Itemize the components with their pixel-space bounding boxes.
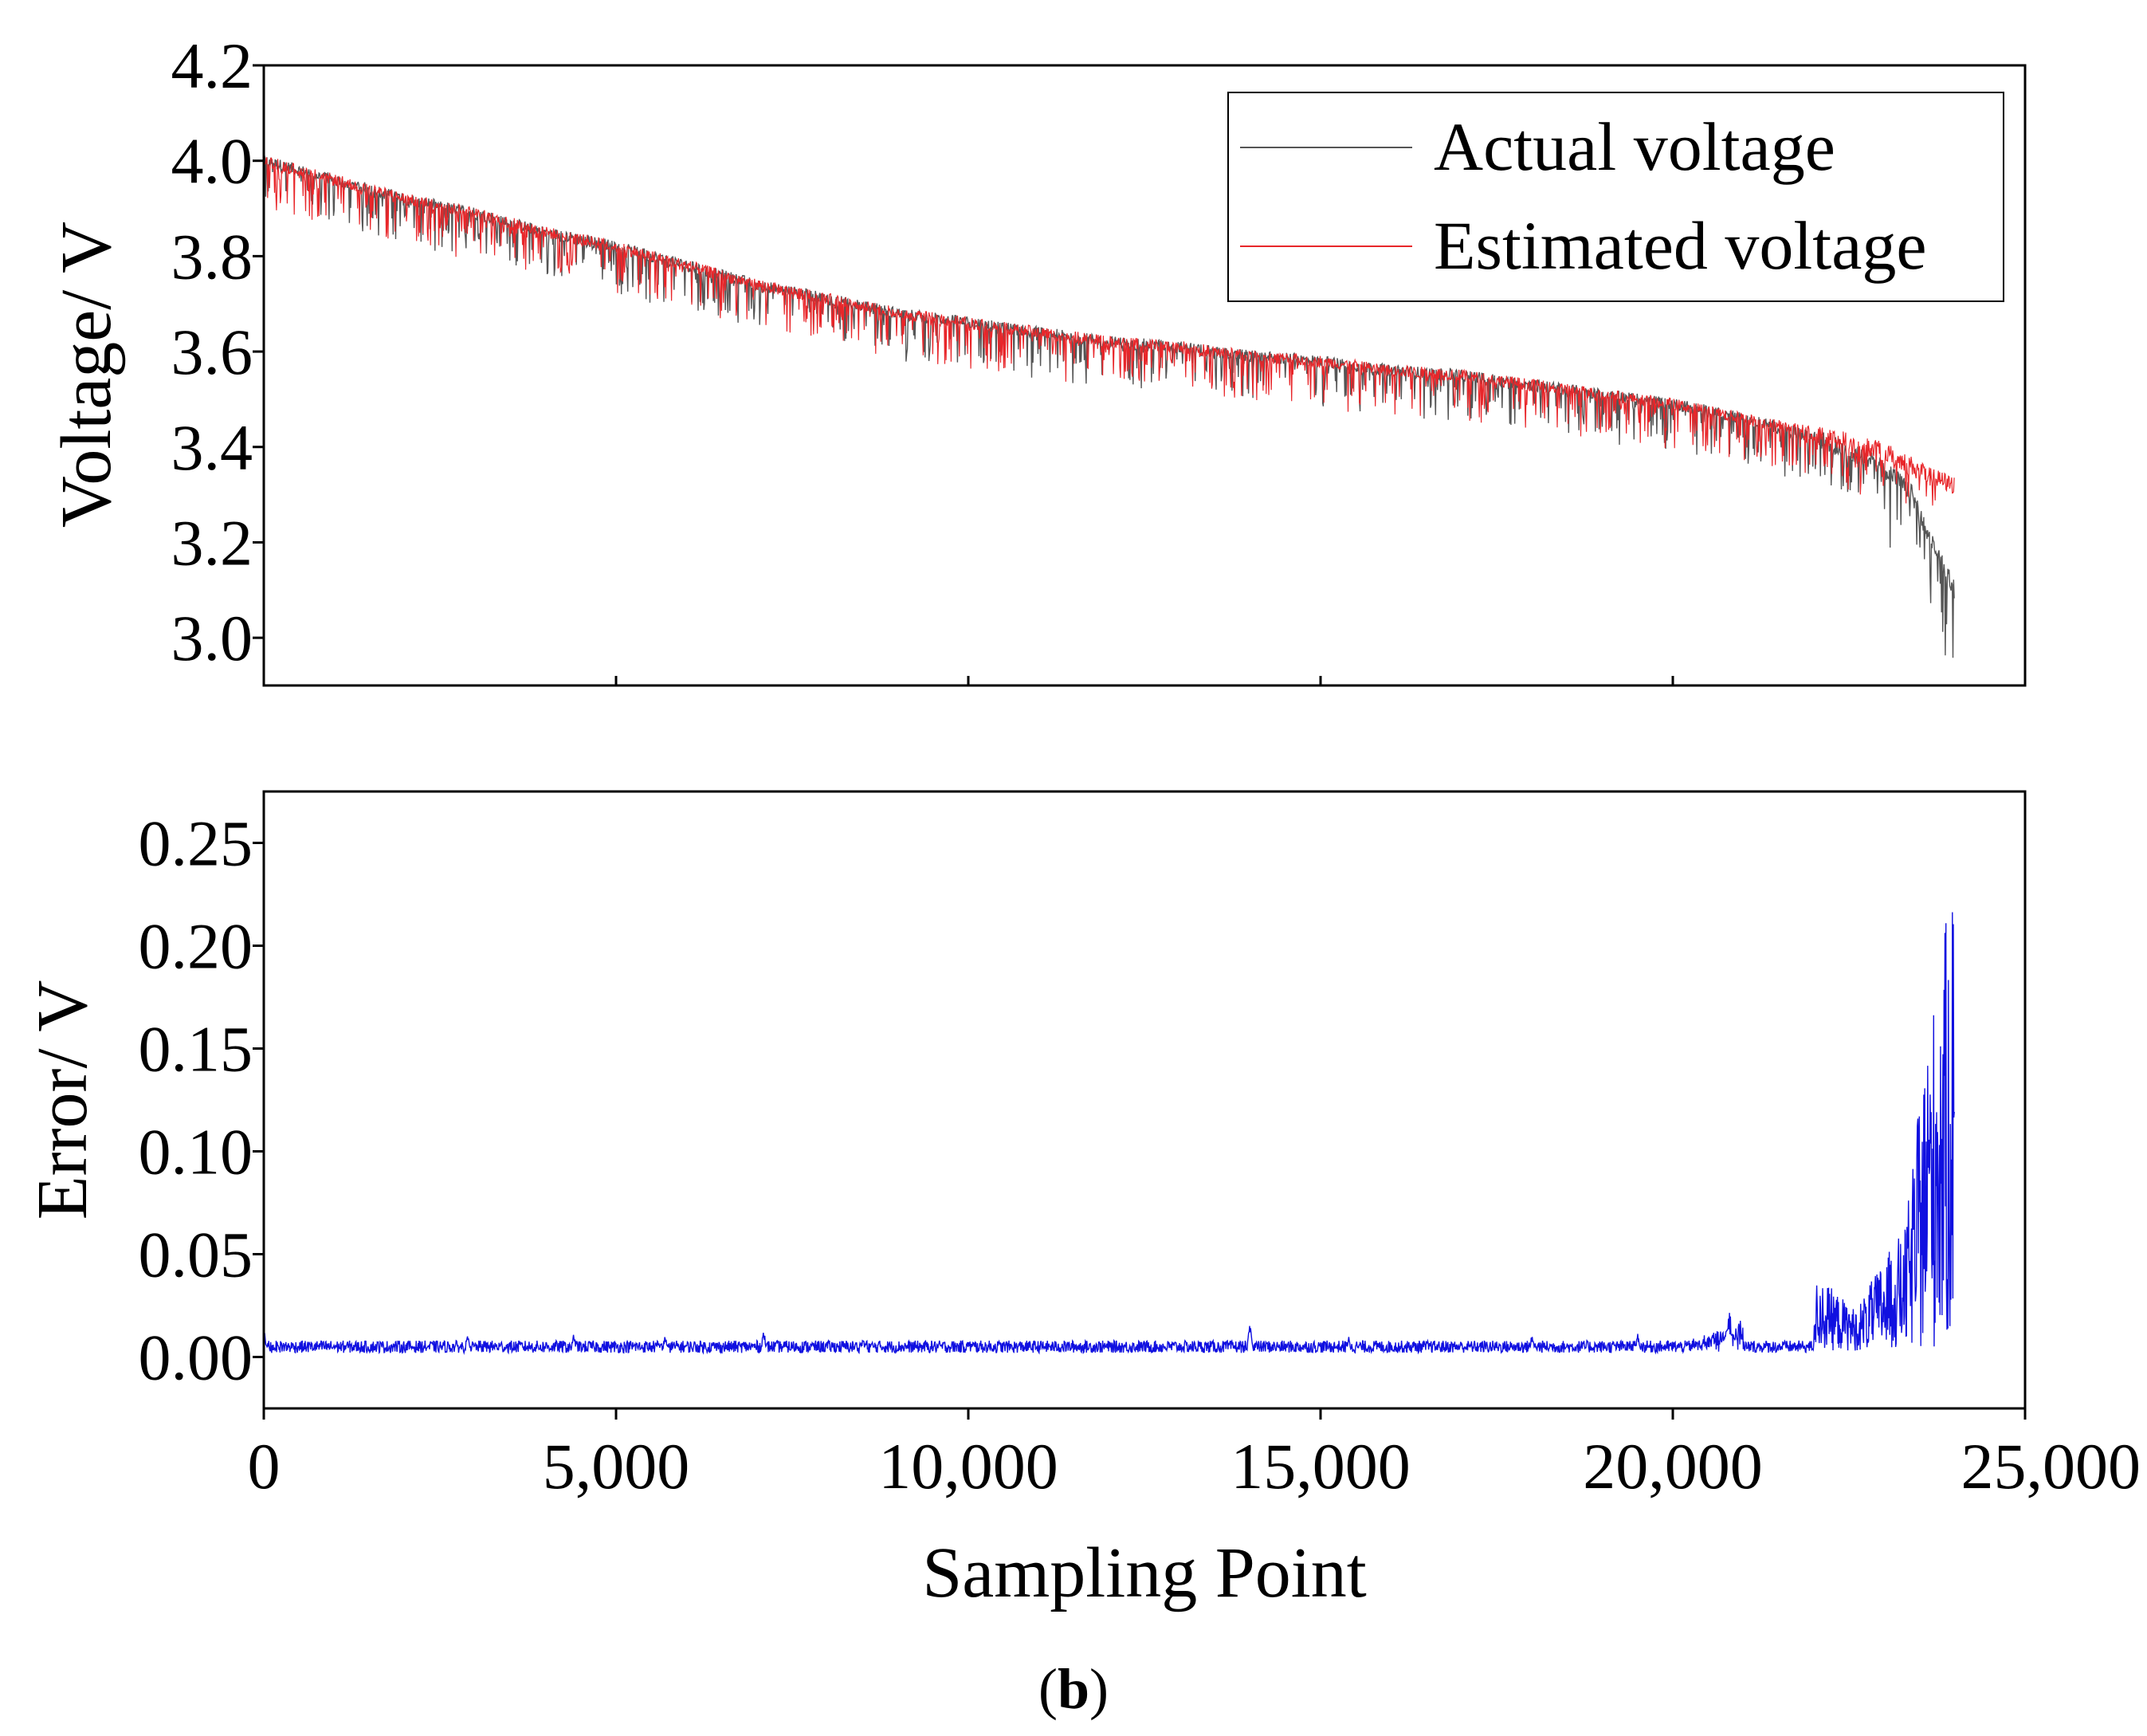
error-y-tick-label: 0.00 — [139, 1322, 253, 1394]
voltage-y-tick-label: 4.0 — [171, 125, 253, 198]
error-y-tick-label: 0.20 — [139, 910, 253, 983]
legend-actual-label: Actual voltage — [1434, 108, 1835, 185]
voltage-y-axis-title: Voltage/ V — [47, 222, 126, 528]
x-tick-label: 0 — [248, 1430, 281, 1502]
x-tick-label: 25,000 — [1961, 1430, 2141, 1502]
voltage-plot-frame — [262, 64, 2027, 687]
legend: Actual voltage Estimated voltage — [1227, 92, 2004, 302]
caption-open: ( — [1038, 1657, 1058, 1721]
voltage-series-group — [263, 155, 1955, 658]
panel-caption: (b) — [1038, 1657, 1109, 1721]
error-series-group — [263, 912, 1955, 1356]
error-y-tick-label: 0.10 — [139, 1116, 253, 1188]
x-axis-ticks: 0 5,000 10,000 15,000 20,000 25,000 — [248, 1408, 2141, 1502]
estimated-voltage-line — [263, 157, 1955, 506]
voltage-y-ticks: 3.0 3.2 3.4 3.6 3.8 4.0 4.2 — [171, 29, 1674, 685]
error-panel: 0.00 0.05 0.10 0.15 0.20 0.25 0 5,000 10,000 15,… — [23, 790, 2141, 1612]
caption-close: ) — [1089, 1657, 1109, 1721]
voltage-panel: 3.0 3.2 3.4 3.6 3.8 4.0 4.2 Voltage/ V Actual … — [47, 29, 2027, 687]
error-plot-frame — [262, 790, 2027, 1410]
x-axis-title: Sampling Point — [922, 1534, 1367, 1612]
x-tick-label: 20,000 — [1583, 1430, 1763, 1502]
voltage-y-tick-label: 3.6 — [171, 316, 253, 388]
voltage-y-tick-label: 3.0 — [171, 602, 253, 674]
error-line — [263, 912, 1955, 1356]
caption-letter: b — [1058, 1657, 1089, 1721]
x-tick-label: 15,000 — [1231, 1430, 1411, 1502]
error-y-tick-label: 0.25 — [139, 807, 253, 880]
voltage-y-tick-label: 3.2 — [171, 506, 253, 579]
error-y-tick-label: 0.05 — [139, 1219, 253, 1291]
voltage-y-tick-label: 3.4 — [171, 411, 253, 484]
x-tick-label: 10,000 — [878, 1430, 1058, 1502]
error-y-axis-title: Error/ V — [23, 980, 102, 1220]
legend-box — [1227, 92, 2004, 302]
legend-estimated-label: Estimated voltage — [1434, 207, 1927, 284]
error-y-tick-label: 0.15 — [139, 1013, 253, 1086]
voltage-y-tick-label: 4.2 — [171, 29, 253, 102]
x-tick-label: 5,000 — [543, 1430, 690, 1502]
error-y-ticks: 0.00 0.05 0.10 0.15 0.20 0.25 — [139, 807, 264, 1394]
voltage-y-tick-label: 3.8 — [171, 220, 253, 293]
